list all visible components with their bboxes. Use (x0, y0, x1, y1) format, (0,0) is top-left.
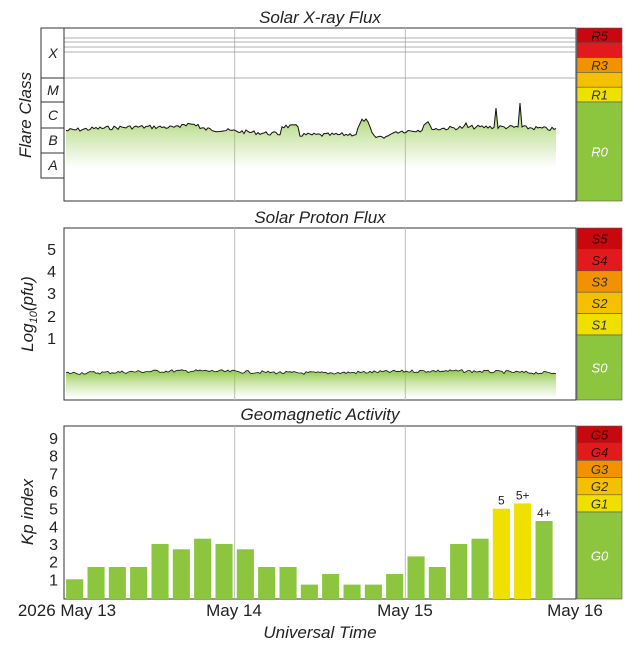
scale-label-g2: G2 (591, 479, 609, 494)
scale-band (576, 72, 623, 88)
xray-panel: Solar X-ray Flux X M C B A Flare Class R… (16, 8, 623, 202)
kp-bar (514, 503, 532, 599)
kp-bar-label: 5 (498, 494, 505, 508)
scale-label-s4: S4 (592, 253, 608, 268)
proton-yticks: 1 2 3 4 5 (47, 242, 56, 348)
scale-label-s1: S1 (592, 317, 608, 332)
kp-bar (258, 567, 276, 599)
kp-ytick-7: 7 (49, 466, 58, 483)
flare-class-c: C (48, 107, 59, 123)
kp-bar (322, 574, 340, 599)
radiation-storm-scale: S5 S4 S3 S2 S1 S0 (576, 227, 623, 401)
x-axis-label: Universal Time (263, 623, 376, 642)
kp-ytick-5: 5 (49, 502, 58, 519)
kp-ytick-2: 2 (49, 555, 58, 572)
proton-title: Solar Proton Flux (254, 208, 386, 227)
flare-class-m: M (47, 82, 59, 98)
kp-bar (87, 567, 105, 599)
scale-label-s3: S3 (592, 275, 609, 290)
geomag-title: Geomagnetic Activity (240, 405, 401, 424)
flare-class-b: B (48, 132, 57, 148)
scale-label-s2: S2 (592, 296, 609, 311)
kp-ytick-3: 3 (49, 537, 58, 554)
xray-flux-fill (66, 103, 556, 168)
kp-bar-label: 5+ (516, 488, 530, 502)
kp-bar (66, 579, 84, 599)
proton-ytick-5: 5 (47, 242, 56, 259)
scale-label-g0: G0 (591, 549, 609, 564)
scale-label-r3: R3 (591, 58, 608, 73)
xray-plot-frame (63, 27, 577, 202)
scale-label-s5: S5 (592, 232, 609, 247)
radio-blackout-scale: R5 R3 R1 R0 (576, 27, 623, 202)
kp-ytick-8: 8 (49, 449, 58, 466)
xray-gridlines (64, 28, 576, 201)
scale-label-s0: S0 (592, 361, 609, 376)
kp-ytick-9: 9 (49, 431, 58, 448)
kp-bar (471, 538, 489, 599)
x-tick-may16: May 16 (547, 601, 603, 620)
kp-bar-label: 4+ (537, 506, 551, 520)
flare-class-x: X (47, 45, 58, 61)
x-tick-may14: May 14 (206, 601, 262, 620)
kp-ytick-4: 4 (49, 519, 58, 536)
kp-bar (450, 544, 468, 599)
flare-class-boxes: X M C B A (40, 27, 65, 179)
scale-label-g5: G5 (591, 428, 609, 443)
kp-bar (300, 584, 318, 599)
proton-ytick-2: 2 (47, 309, 56, 326)
kp-bar (535, 521, 553, 599)
scale-band (576, 334, 623, 401)
xray-flux-line (65, 102, 557, 139)
scale-label-r0: R0 (591, 145, 608, 160)
proton-ylabel: Log10(pfu) (18, 276, 40, 352)
kp-bar (492, 508, 510, 599)
kp-bar (236, 549, 254, 599)
proton-ytick-3: 3 (47, 286, 56, 303)
kp-bar (151, 544, 169, 599)
kp-bar (343, 584, 361, 599)
geomag-gridlines (234, 426, 406, 599)
kp-ytick-1: 1 (49, 572, 58, 589)
proton-ytick-4: 4 (47, 264, 56, 281)
x-tick-may15: May 15 (377, 601, 433, 620)
geomagnetic-storm-scale: G5 G4 G3 G2 G1 G0 (576, 425, 623, 600)
x-tick-may13: 2026 May 13 (18, 601, 116, 620)
xray-title: Solar X-ray Flux (259, 8, 381, 27)
proton-ytick-1: 1 (47, 331, 56, 348)
scale-label-g1: G1 (591, 496, 608, 511)
kp-bars: 5 5+ 4+ (66, 488, 553, 599)
scale-label-g4: G4 (591, 445, 608, 460)
kp-bar (428, 567, 446, 599)
scale-band (576, 42, 623, 58)
geomag-ylabel: Kp index (18, 478, 37, 545)
scale-band (576, 101, 623, 202)
flare-class-a: A (47, 157, 57, 173)
kp-bar (364, 584, 382, 599)
kp-bar (407, 556, 425, 599)
scale-band (576, 511, 623, 600)
scale-label-r1: R1 (591, 88, 608, 103)
x-axis: 2026 May 13 May 14 May 15 May 16 Univers… (18, 601, 603, 642)
kp-bar (386, 574, 404, 599)
scale-label-r5: R5 (591, 28, 608, 43)
kp-bar (215, 544, 233, 599)
kp-bar (172, 549, 190, 599)
kp-bar (279, 567, 297, 599)
kp-bar (194, 538, 212, 599)
kp-ytick-6: 6 (49, 484, 58, 501)
geomag-plot-frame (63, 425, 577, 600)
kp-bar (130, 567, 148, 599)
scale-label-g3: G3 (591, 462, 609, 477)
kp-bar (108, 567, 126, 599)
proton-flux-line (65, 369, 557, 375)
proton-flux-fill (66, 369, 556, 398)
xray-ylabel: Flare Class (16, 72, 35, 158)
